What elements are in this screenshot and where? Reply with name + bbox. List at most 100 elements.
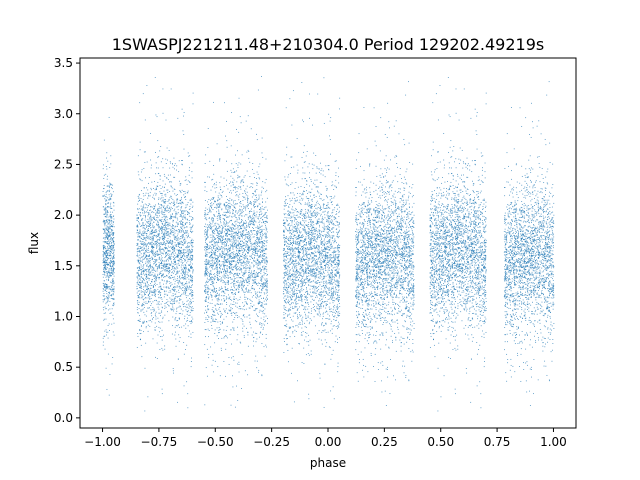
data-point (262, 275, 264, 277)
data-point (206, 312, 207, 314)
data-point (141, 225, 143, 227)
data-point (112, 229, 114, 231)
data-point (266, 290, 268, 292)
data-point (151, 256, 153, 258)
data-point (167, 300, 169, 302)
data-point (144, 286, 146, 288)
data-point (204, 312, 205, 314)
data-point (229, 255, 231, 257)
data-point (104, 284, 106, 286)
data-point (148, 235, 150, 237)
data-point (210, 262, 212, 264)
data-point (231, 299, 233, 301)
data-point (111, 229, 113, 231)
data-point (215, 319, 217, 321)
data-point (141, 270, 143, 272)
data-point (192, 246, 194, 248)
data-point (244, 175, 246, 177)
data-point (160, 242, 162, 244)
data-point (192, 263, 193, 265)
data-point (166, 252, 168, 254)
data-point (159, 312, 161, 314)
data-point (146, 302, 148, 304)
data-point (153, 310, 155, 312)
data-point (171, 283, 173, 285)
data-point (266, 268, 268, 270)
data-point (111, 195, 113, 197)
data-point (152, 239, 154, 241)
data-point (151, 253, 153, 254)
data-point (182, 255, 184, 257)
data-point (152, 272, 154, 274)
data-point (108, 291, 109, 293)
data-point (112, 191, 114, 193)
data-point (224, 220, 226, 222)
data-point (112, 242, 114, 243)
data-point (137, 290, 139, 292)
data-point (138, 235, 140, 237)
data-point (147, 192, 149, 194)
data-point (259, 215, 261, 217)
data-point (156, 284, 158, 285)
data-point (173, 260, 175, 262)
data-point (233, 172, 235, 173)
data-point (154, 241, 156, 243)
data-point (261, 186, 263, 188)
data-point (166, 205, 168, 207)
data-point (249, 235, 251, 237)
data-point (219, 214, 221, 216)
data-point (186, 255, 188, 257)
data-point (110, 241, 112, 243)
data-point (158, 262, 160, 264)
data-point (189, 251, 190, 253)
data-point (217, 231, 219, 233)
data-point (189, 223, 191, 225)
data-point (138, 301, 140, 303)
chart-title: 1SWASPJ221211.48+210304.0 Period 129202.… (112, 35, 544, 54)
data-point (137, 295, 139, 297)
data-point (191, 266, 193, 268)
data-point (109, 219, 110, 221)
data-point (240, 231, 241, 233)
data-point (173, 248, 175, 249)
data-point (152, 252, 154, 254)
data-point (183, 191, 185, 192)
data-point (183, 148, 185, 150)
data-point (161, 233, 163, 234)
data-point (111, 226, 113, 227)
data-point (243, 260, 245, 262)
data-point (112, 232, 114, 234)
data-point (166, 254, 167, 256)
data-point (170, 209, 172, 211)
data-point (170, 308, 172, 310)
data-point (103, 264, 105, 265)
data-point (181, 211, 182, 213)
data-point (256, 225, 258, 227)
data-point (230, 199, 232, 201)
data-point (141, 233, 143, 235)
data-point (145, 261, 147, 263)
data-point (180, 223, 182, 225)
data-point (242, 211, 244, 213)
data-point (183, 254, 185, 256)
data-point (239, 282, 241, 284)
data-point (104, 306, 106, 308)
data-point (138, 222, 140, 224)
data-point (143, 247, 145, 249)
data-point (180, 223, 182, 225)
data-point (143, 230, 145, 232)
data-point (262, 333, 264, 335)
data-point (171, 201, 173, 203)
data-point (149, 269, 150, 271)
data-point (169, 199, 170, 201)
data-point (103, 237, 105, 239)
data-point (150, 283, 151, 285)
data-point (163, 186, 165, 188)
data-point (179, 243, 181, 245)
data-point (185, 196, 186, 197)
data-point (152, 251, 154, 253)
data-point (176, 237, 178, 239)
data-point (186, 281, 188, 283)
data-point (235, 211, 237, 213)
data-point (181, 284, 183, 286)
